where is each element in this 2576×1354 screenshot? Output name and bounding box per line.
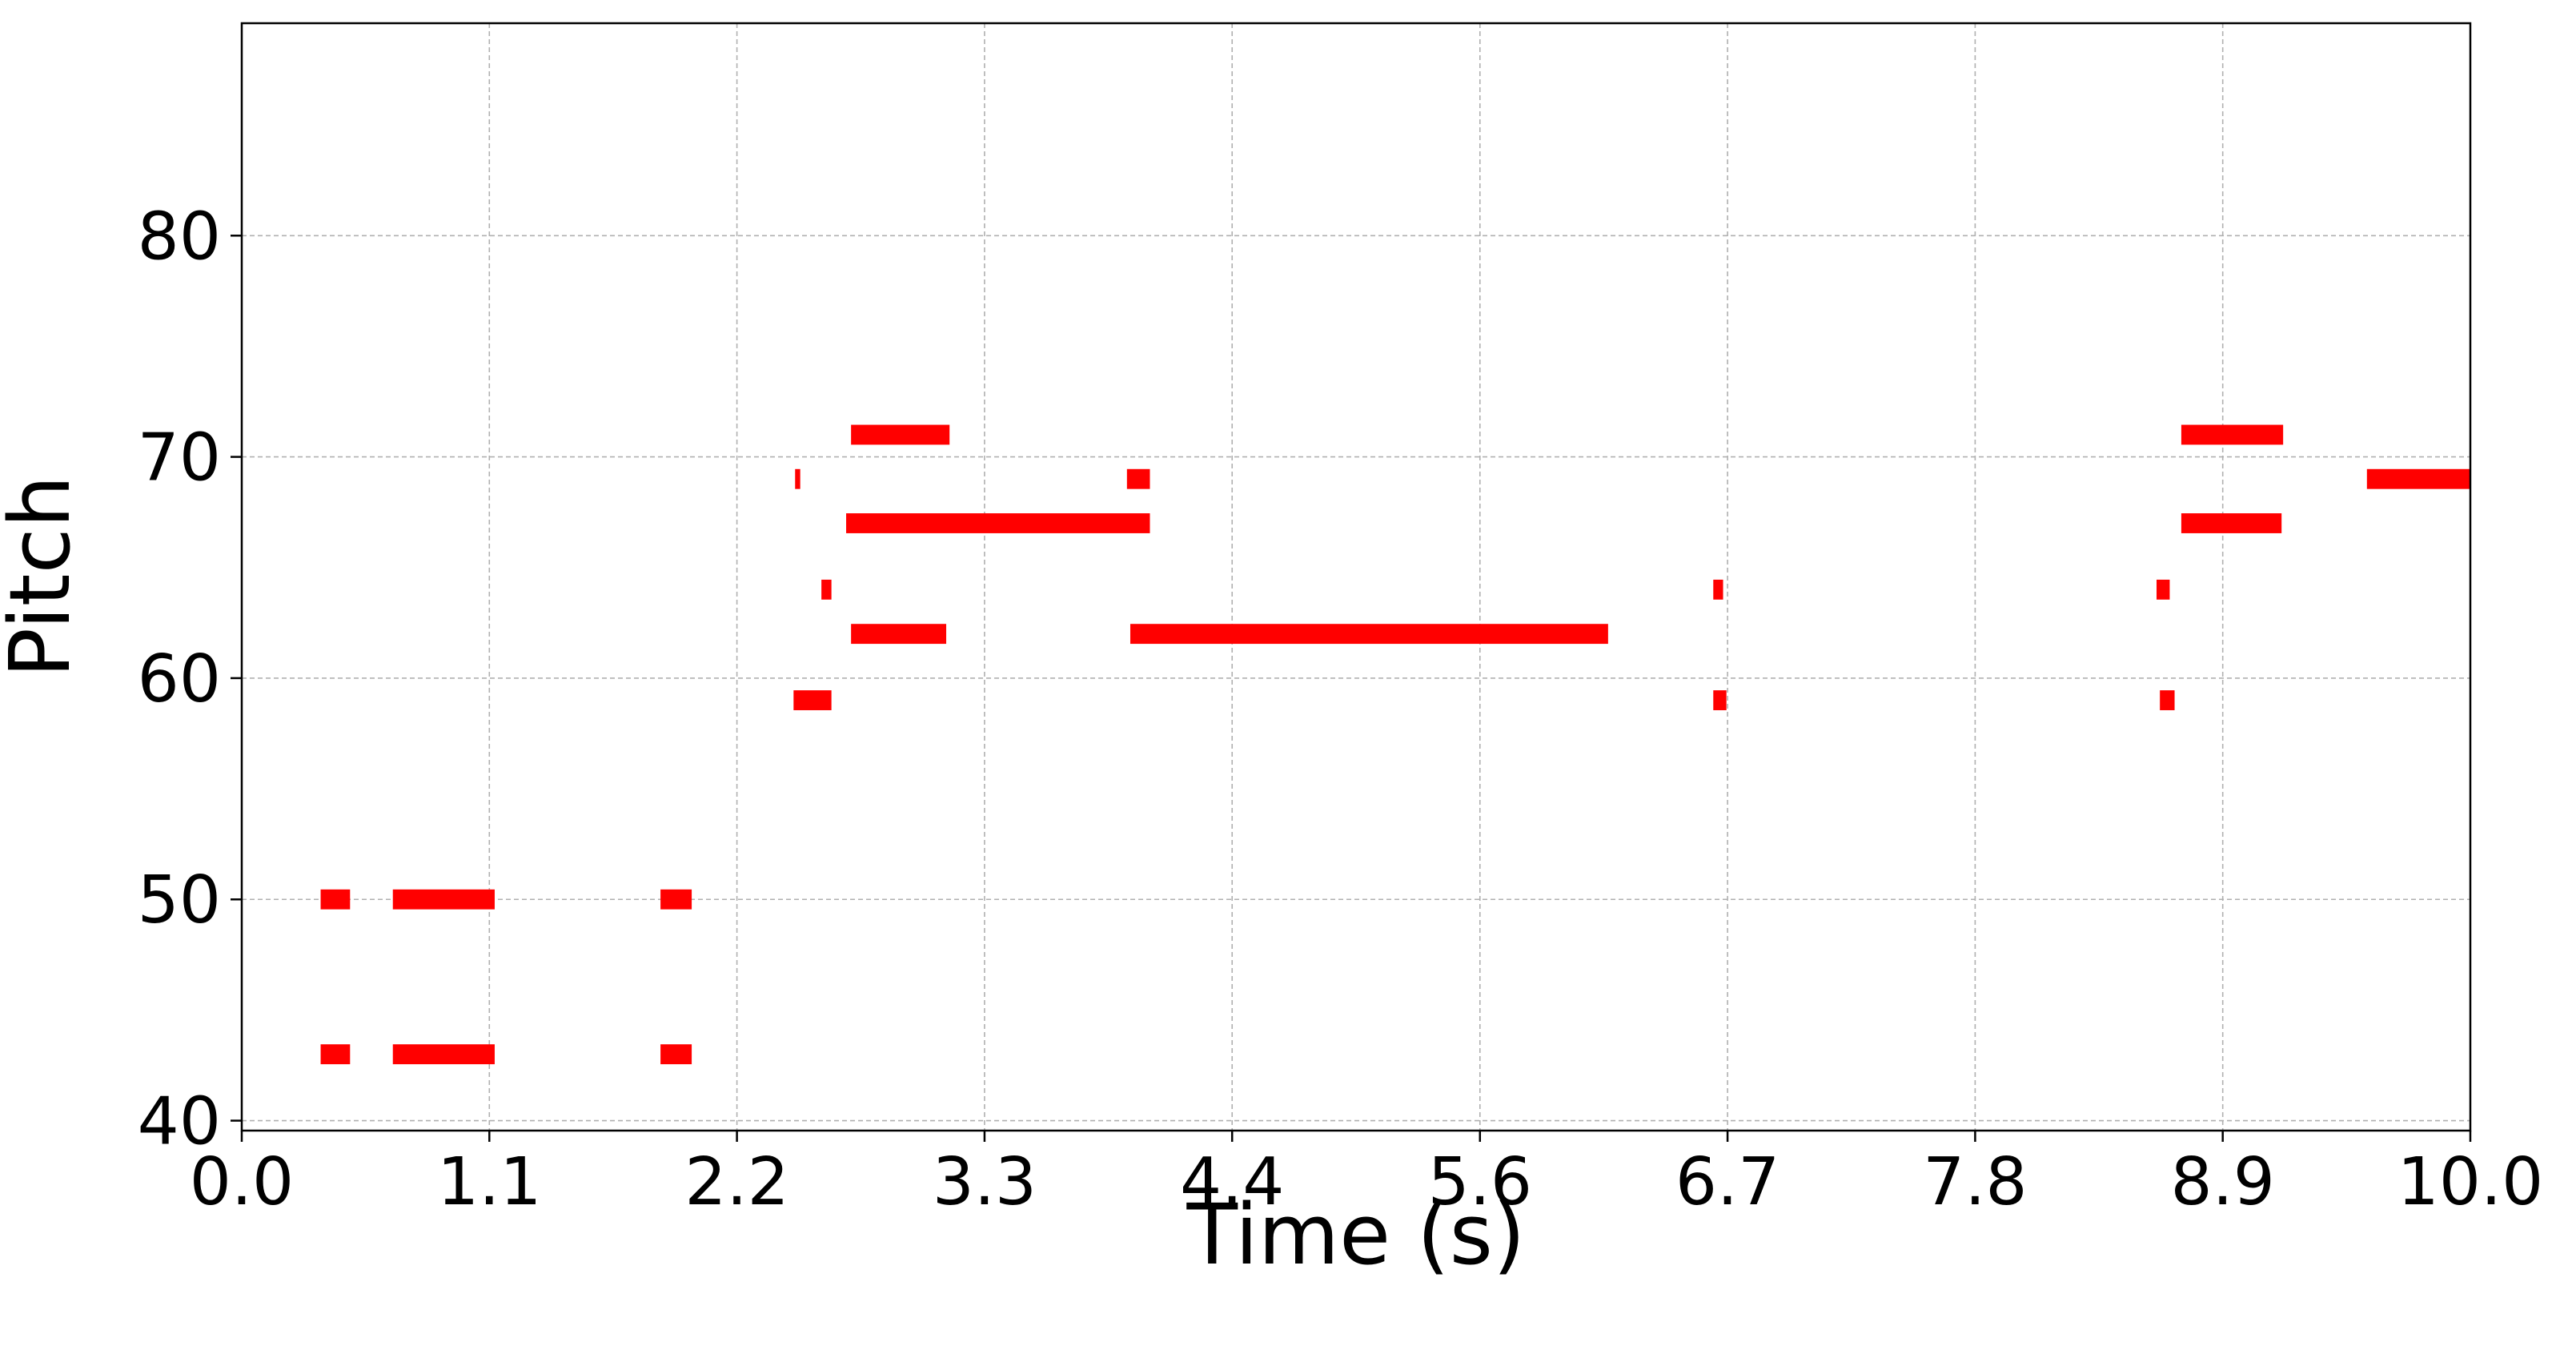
note [793, 690, 832, 710]
x-tick-label: 1.1 [437, 1144, 541, 1220]
note [2157, 579, 2170, 600]
y-tick-label: 40 [138, 1084, 221, 1160]
x-tick-label: 6.7 [1675, 1144, 1780, 1220]
x-tick-label: 5.6 [1428, 1144, 1532, 1220]
x-axis-label: Time (s) [1186, 1186, 1526, 1284]
y-tick-label: 80 [138, 199, 221, 275]
note [821, 579, 832, 600]
x-tick-label: 8.9 [2170, 1144, 2274, 1220]
y-tick-label: 50 [138, 862, 221, 938]
y-axis-label: Pitch [0, 475, 89, 677]
x-tick-label: 10.0 [2397, 1144, 2544, 1220]
note [1713, 690, 1727, 710]
note [851, 624, 947, 645]
note [846, 513, 1150, 533]
note [1713, 579, 1723, 600]
note [660, 1044, 692, 1065]
note [795, 468, 800, 489]
note [392, 889, 495, 910]
marks [320, 424, 2470, 1065]
x-tick-label: 4.4 [1180, 1144, 1284, 1220]
note [1126, 468, 1150, 489]
x-tick-label: 2.2 [684, 1144, 788, 1220]
axes-frame [240, 22, 2472, 1132]
y-tick-label: 60 [138, 641, 221, 717]
x-tick-label: 7.8 [1923, 1144, 2027, 1220]
x-tick-label: 0.0 [190, 1144, 294, 1220]
note [1130, 624, 1608, 645]
y-tick-label: 70 [138, 420, 221, 496]
note [320, 889, 351, 910]
note [2181, 513, 2282, 533]
note [660, 889, 692, 910]
note [320, 1044, 351, 1065]
note [851, 424, 950, 445]
note [2366, 468, 2470, 489]
note [2181, 424, 2284, 445]
note [392, 1044, 495, 1065]
note [2160, 690, 2175, 710]
x-tick-label: 3.3 [933, 1144, 1037, 1220]
